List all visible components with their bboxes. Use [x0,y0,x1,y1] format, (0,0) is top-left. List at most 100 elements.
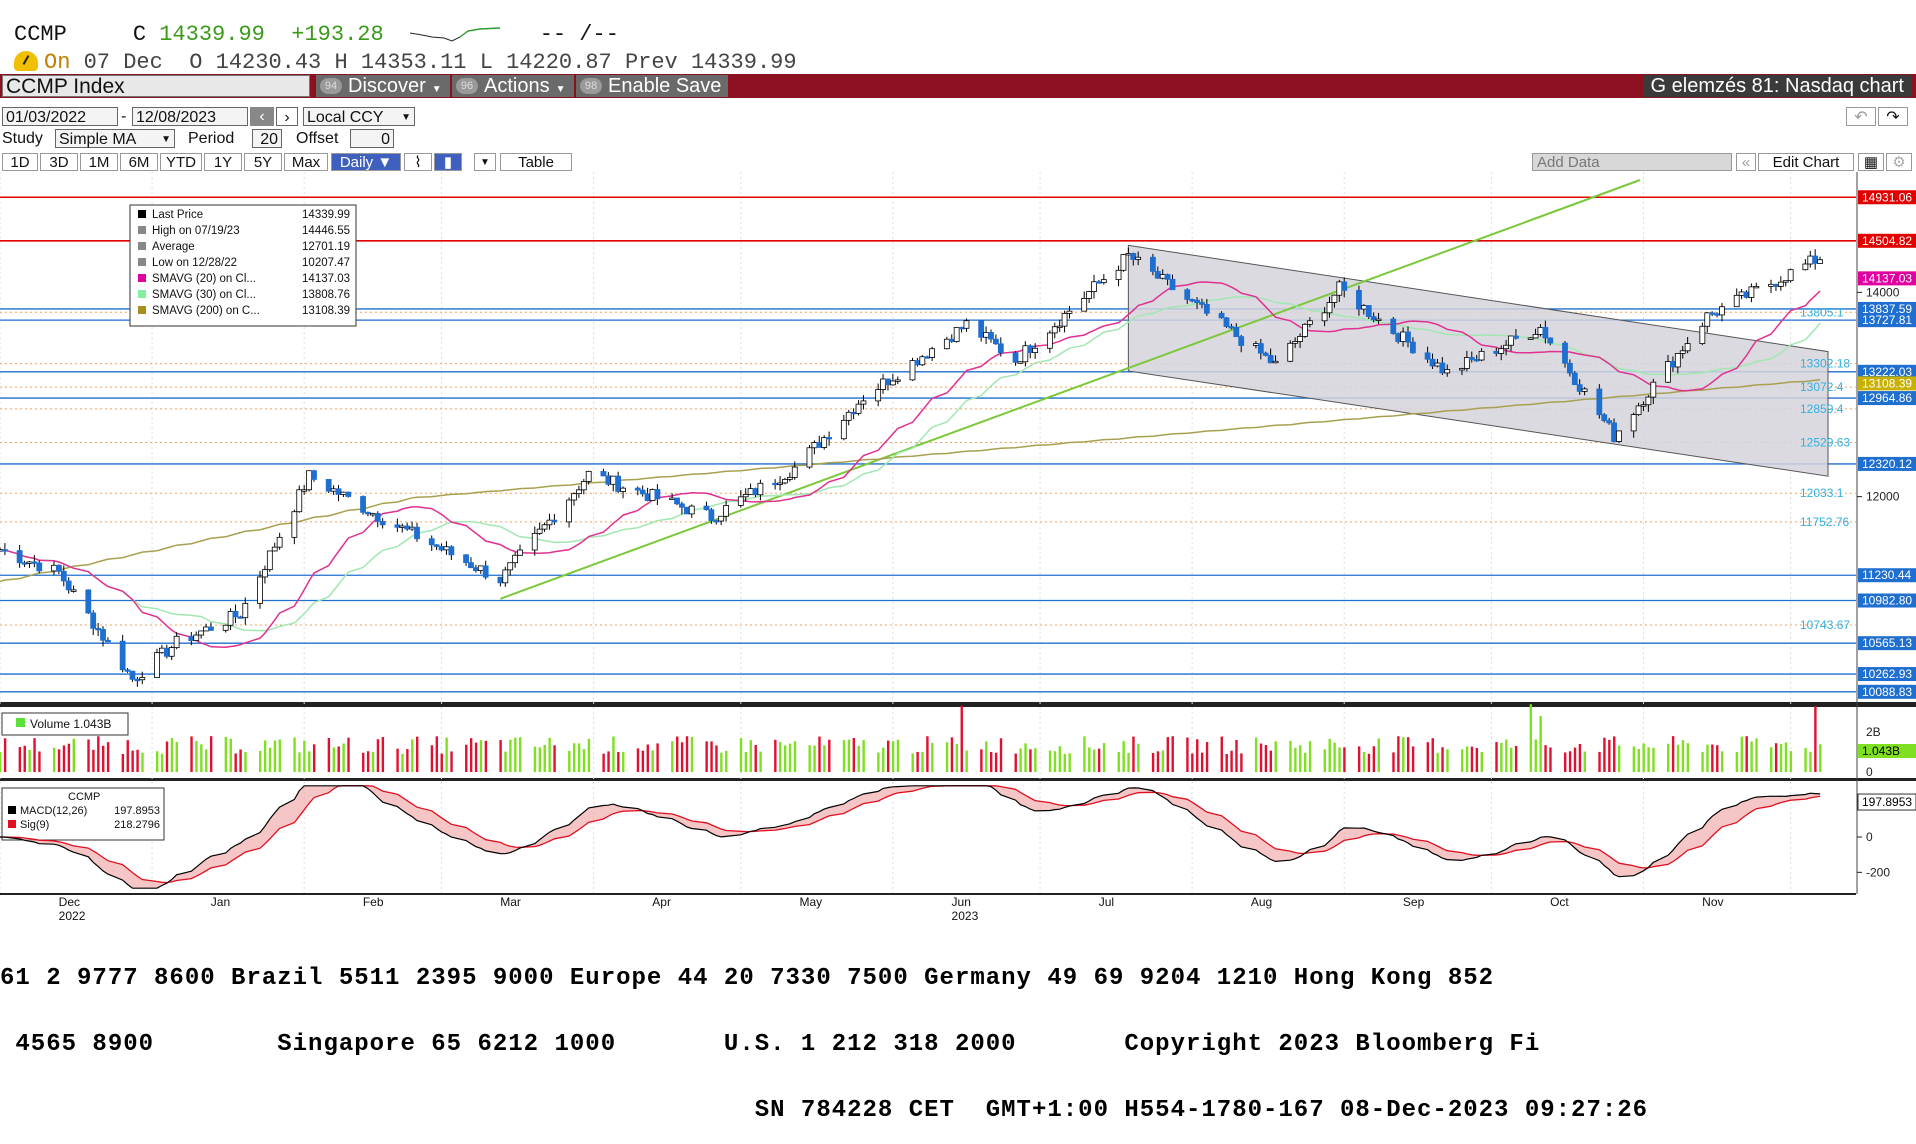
volume-bar [1804,748,1807,772]
volume-bar [891,741,895,772]
caret-down-icon[interactable]: ▼ [474,153,496,171]
volume-bar [1303,752,1307,772]
candle-body [404,525,411,530]
caret-down-icon: ▼ [555,84,566,95]
volume-bar [1431,738,1434,772]
candle-body [507,562,514,571]
candle-body [1203,303,1210,314]
candle-body [227,610,234,626]
volume-bar [808,745,811,772]
candle-body [742,494,749,498]
candle-body [747,488,754,495]
volume-bar [1465,746,1469,772]
candle-body [1228,326,1235,329]
candle-body [1051,326,1058,334]
volume-bar [3,738,7,772]
volume-bar [28,749,31,772]
candle-body [1777,281,1784,287]
candle-type-icon[interactable]: ▮ [434,153,462,171]
candle-body [752,488,759,496]
volume-bar [308,751,311,772]
candle-body [1365,305,1372,317]
candle-body [1066,310,1073,314]
collapse-icon[interactable]: « [1736,153,1756,171]
price-label: 12320.12 [1862,457,1912,471]
legend-swatch [138,274,146,282]
frequency-select[interactable]: Daily ▼ [331,153,401,171]
clock-icon [14,51,38,71]
volume-bar [607,751,610,772]
volume-bar [170,738,174,772]
volume-bar [1740,736,1743,772]
candle-body [188,635,195,641]
actions-button[interactable]: 96 Actions ▼ [452,75,574,97]
edit-chart-button[interactable]: Edit Chart [1758,153,1854,171]
volume-bar [141,752,144,772]
currency-select[interactable]: Local CCY ▼ [303,107,415,126]
volume-bar [847,739,851,772]
enable-save-button[interactable]: 98 Enable Save [576,75,728,97]
prev-period-icon[interactable]: ‹ [250,107,274,126]
candle-body [1115,269,1122,281]
candle-body [875,389,882,402]
candle-body [1032,347,1039,354]
ticker-line-1: 61 2 9777 8600 Brazil 5511 2395 9000 Eur… [0,965,1495,992]
range-3d[interactable]: 3D [40,153,78,171]
range-1m[interactable]: 1M [80,153,118,171]
security-field[interactable]: CCMP Index [2,75,310,98]
price-label-box [1858,364,1916,379]
macd-label: MACD(12,26) [20,805,87,817]
panel-divider [0,702,1916,707]
add-data-input[interactable]: Add Data [1532,153,1732,171]
candle-body [1154,271,1161,279]
volume-bar [1402,737,1405,772]
volume-bar [97,736,100,772]
chart-options-icon[interactable]: ▦ [1858,153,1884,171]
range-1y[interactable]: 1Y [204,153,242,171]
chart-type-icon[interactable]: ⌇ [404,153,432,171]
candle-body [369,513,376,516]
volume-bar [416,736,419,772]
volume-bar [1711,744,1714,772]
range-ytd[interactable]: YTD [160,153,202,171]
prev-label: Prev [624,50,678,75]
undo-icon[interactable]: ↶ [1846,107,1876,126]
price-label-box [1858,593,1916,608]
candle-body [929,348,936,358]
start-date-input[interactable]: 01/03/2022 [2,107,118,126]
range-6m[interactable]: 6M [120,153,158,171]
offset-input[interactable]: 0 [350,129,394,148]
volume-bar [783,745,787,772]
month-label: Oct [1550,895,1569,909]
study-select[interactable]: Simple MA ▼ [55,129,175,148]
candle-body [1665,361,1671,383]
candle-body [26,561,33,564]
volume-bar [1122,741,1125,772]
range-max[interactable]: Max [284,153,328,171]
volume-bar [1598,751,1601,772]
volume-bar [106,742,110,772]
period-input[interactable]: 20 [252,129,282,148]
volume-bar [646,744,649,772]
settings-icon[interactable]: ⚙ [1886,153,1912,171]
legend-value: 13108.39 [302,305,350,317]
price-chart[interactable]: 14931.06 14504.82 14137.03 13837.5913727.81… [0,172,1916,922]
discover-button[interactable]: 94 Discover ▼ [316,75,450,97]
candle-body [1120,254,1127,271]
end-date-input[interactable]: 12/08/2023 [132,107,248,126]
candle-body [644,493,651,502]
month-label: Feb [363,895,384,909]
candle-body [948,338,955,342]
next-period-icon[interactable]: › [276,107,298,126]
table-button[interactable]: Table [500,153,572,171]
volume-bar [1372,746,1376,772]
candle-body [193,634,200,641]
range-1d[interactable]: 1D [2,153,38,171]
candle-body [1493,350,1500,354]
volume-bar [366,751,370,772]
volume-bar [622,751,625,772]
range-5y[interactable]: 5Y [244,153,282,171]
candle-body [232,610,239,618]
candle-body [1709,312,1716,315]
redo-icon[interactable]: ↷ [1878,107,1908,126]
